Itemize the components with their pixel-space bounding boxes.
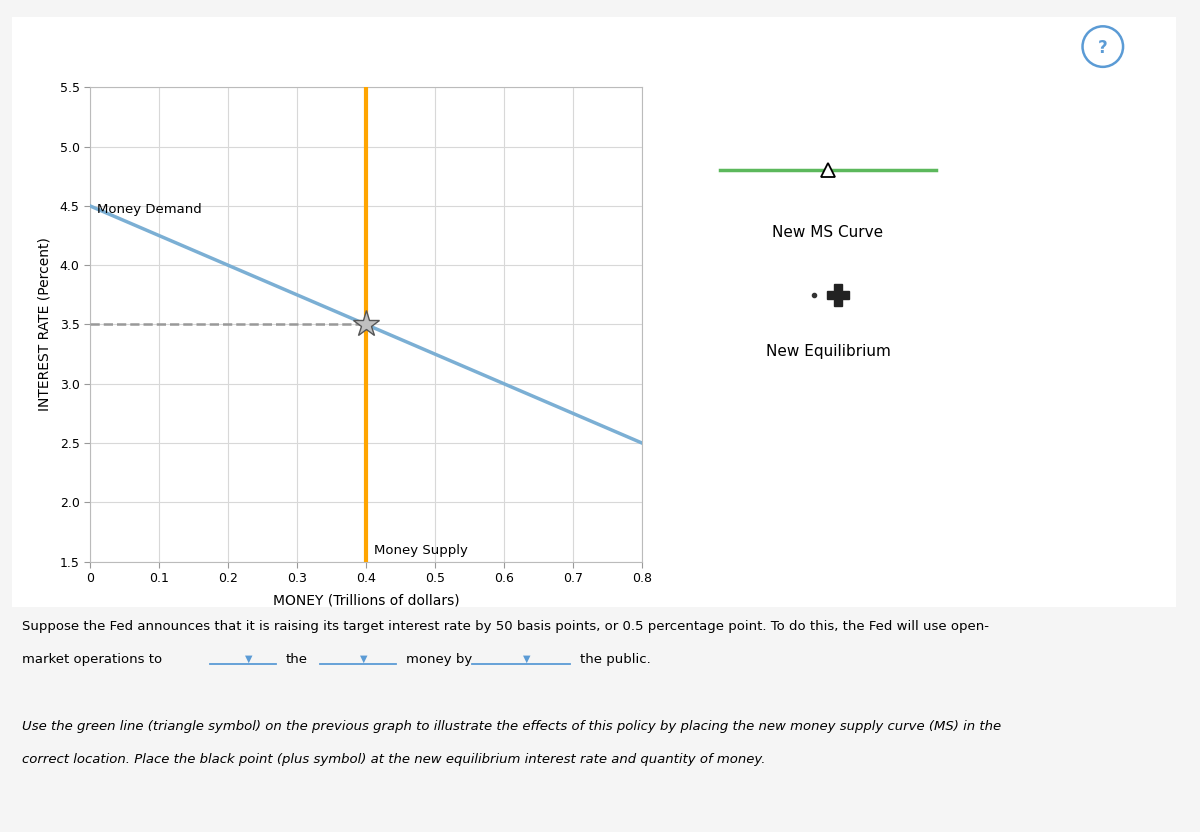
Text: New MS Curve: New MS Curve <box>773 225 883 240</box>
Text: Use the green line (triangle symbol) on the previous graph to illustrate the eff: Use the green line (triangle symbol) on … <box>22 720 1001 733</box>
Text: ▼: ▼ <box>360 654 368 664</box>
Text: Suppose the Fed announces that it is raising its target interest rate by 50 basi: Suppose the Fed announces that it is rai… <box>22 620 989 633</box>
Text: New Equilibrium: New Equilibrium <box>766 344 890 359</box>
Text: correct location. Place the black point (plus symbol) at the new equilibrium int: correct location. Place the black point … <box>22 753 766 766</box>
Y-axis label: INTEREST RATE (Percent): INTEREST RATE (Percent) <box>37 238 52 411</box>
Text: Money Supply: Money Supply <box>374 544 468 557</box>
Text: market operations to: market operations to <box>22 653 162 666</box>
Text: ▼: ▼ <box>245 654 253 664</box>
X-axis label: MONEY (Trillions of dollars): MONEY (Trillions of dollars) <box>272 593 460 607</box>
Text: money by: money by <box>406 653 472 666</box>
Text: the public.: the public. <box>580 653 650 666</box>
Text: ?: ? <box>1098 38 1108 57</box>
Text: the: the <box>286 653 307 666</box>
Text: Money Demand: Money Demand <box>97 203 202 216</box>
Text: ▼: ▼ <box>523 654 530 664</box>
FancyBboxPatch shape <box>0 5 1199 619</box>
